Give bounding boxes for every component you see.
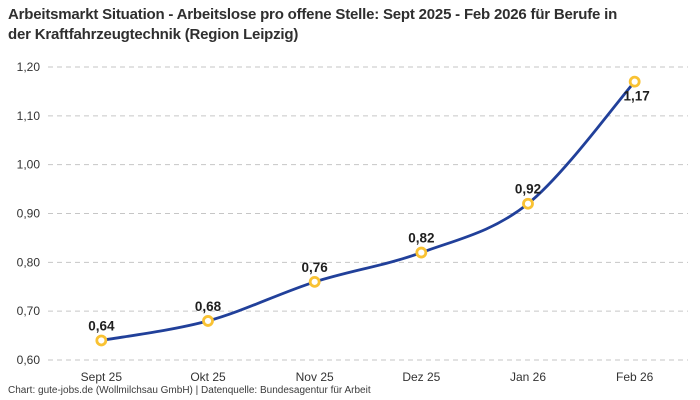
- x-tick-label: Dez 25: [402, 370, 440, 384]
- y-tick-label: 0,70: [17, 304, 41, 318]
- x-tick-label: Feb 26: [616, 370, 654, 384]
- data-point-marker: [308, 275, 321, 288]
- x-tick-label: Sept 25: [81, 370, 123, 384]
- data-point-marker: [415, 246, 428, 259]
- data-point-marker: [95, 334, 108, 347]
- y-tick-label: 0,60: [17, 353, 41, 367]
- x-tick-label: Nov 25: [296, 370, 334, 384]
- data-point-marker: [202, 315, 214, 327]
- series-line: [99, 80, 637, 342]
- x-tick-label: Jan 26: [510, 370, 546, 384]
- y-tick-label: 1,20: [17, 60, 41, 74]
- data-point-label: 0,68: [195, 299, 222, 314]
- data-point-label: 0,64: [88, 318, 115, 333]
- y-tick-label: 0,80: [17, 255, 41, 269]
- chart-title: Arbeitsmarkt Situation - Arbeitslose pro…: [8, 6, 618, 43]
- data-point-label: 0,82: [408, 231, 434, 246]
- y-tick-label: 1,10: [17, 109, 41, 123]
- data-point-marker: [522, 197, 534, 210]
- x-tick-label: Okt 25: [190, 370, 226, 384]
- data-point-marker: [628, 75, 641, 88]
- y-tick-label: 0,90: [17, 207, 41, 221]
- data-point-label: 0,76: [302, 260, 329, 275]
- data-point-label: 1,17: [624, 89, 650, 104]
- data-point-label: 0,92: [515, 182, 541, 197]
- chart-attribution: Chart: gute-jobs.de (Wollmilchsau GmbH) …: [8, 385, 371, 396]
- y-tick-label: 1,00: [17, 158, 41, 172]
